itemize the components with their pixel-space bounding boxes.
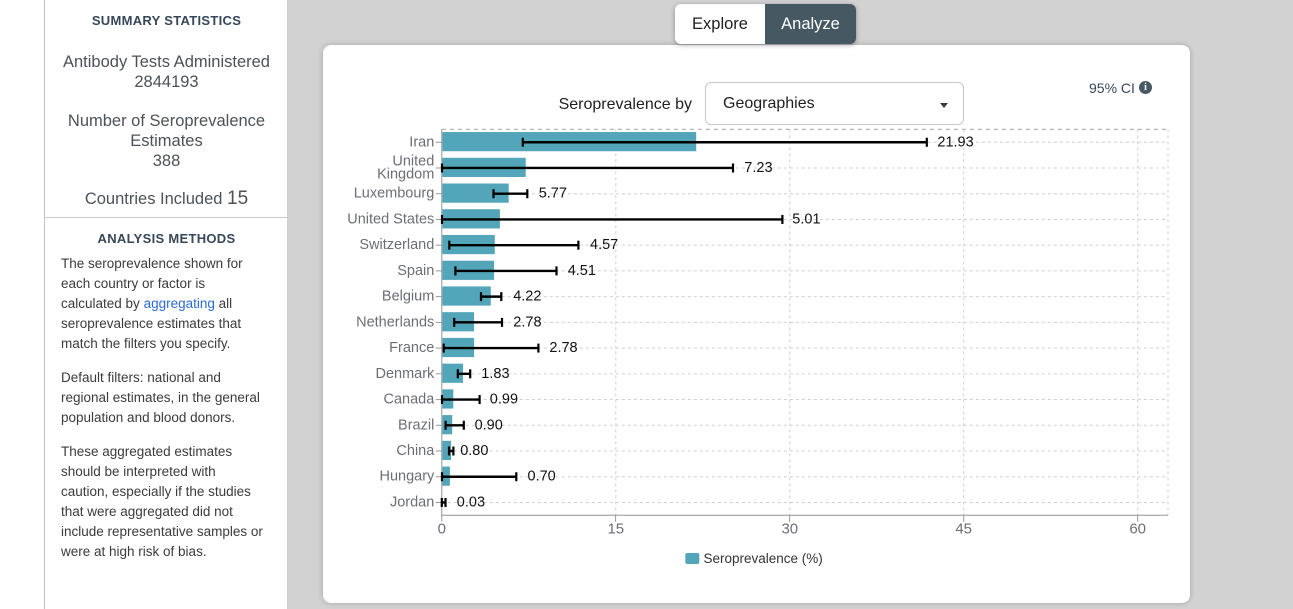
svg-text:2.78: 2.78: [549, 340, 577, 356]
svg-text:4.22: 4.22: [513, 289, 541, 305]
svg-text:Netherlands: Netherlands: [356, 314, 434, 330]
svg-text:Brazil: Brazil: [398, 417, 434, 433]
svg-text:France: France: [389, 340, 434, 356]
svg-text:15: 15: [607, 521, 624, 538]
svg-text:0.80: 0.80: [460, 443, 488, 459]
svg-text:21.93: 21.93: [937, 134, 973, 150]
svg-text:4.57: 4.57: [590, 237, 618, 253]
svg-text:Denmark: Denmark: [375, 366, 435, 382]
svg-text:2.78: 2.78: [513, 314, 541, 330]
svg-text:60: 60: [1129, 521, 1146, 538]
svg-text:Belgium: Belgium: [382, 289, 434, 305]
svg-text:United: United: [392, 153, 434, 169]
svg-text:Jordan: Jordan: [390, 494, 434, 510]
svg-text:United States: United States: [347, 211, 434, 227]
svg-text:4.51: 4.51: [568, 263, 596, 279]
svg-text:0: 0: [438, 521, 446, 538]
svg-text:0.99: 0.99: [490, 392, 518, 408]
svg-text:China: China: [396, 443, 435, 459]
svg-text:7.23: 7.23: [744, 160, 772, 176]
svg-text:0.90: 0.90: [475, 417, 503, 433]
svg-text:Kingdom: Kingdom: [377, 167, 434, 183]
svg-text:Canada: Canada: [384, 392, 436, 408]
svg-text:Spain: Spain: [397, 263, 434, 279]
svg-text:0.03: 0.03: [457, 494, 485, 510]
svg-text:5.01: 5.01: [792, 211, 820, 227]
svg-text:Seroprevalence (%): Seroprevalence (%): [704, 551, 823, 566]
svg-text:Switzerland: Switzerland: [359, 237, 434, 253]
svg-text:1.83: 1.83: [481, 366, 509, 382]
svg-text:Hungary: Hungary: [379, 469, 435, 485]
svg-text:45: 45: [955, 521, 972, 538]
svg-text:Iran: Iran: [409, 134, 434, 150]
svg-text:30: 30: [781, 521, 798, 538]
svg-text:5.77: 5.77: [539, 186, 567, 202]
svg-text:Luxembourg: Luxembourg: [354, 186, 435, 202]
svg-text:0.70: 0.70: [528, 469, 556, 485]
